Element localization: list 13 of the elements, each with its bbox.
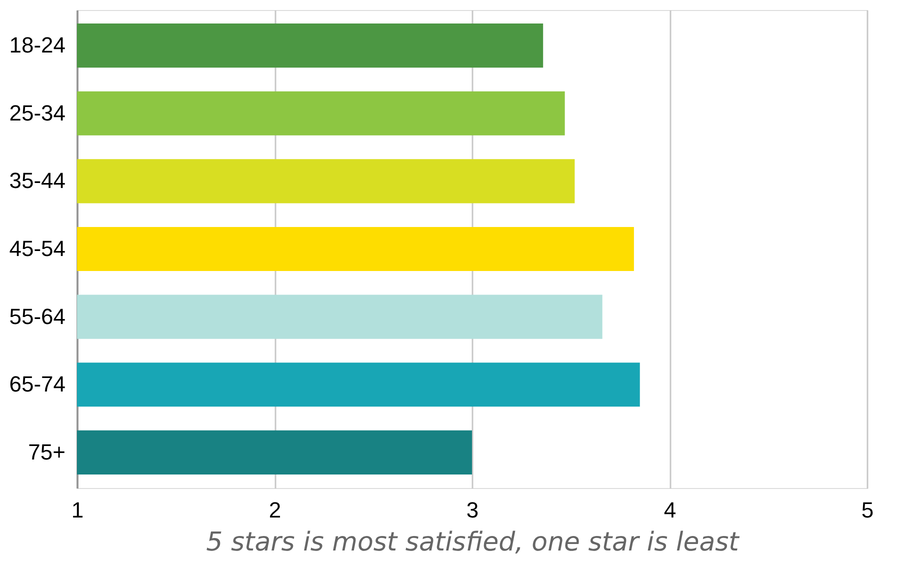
x-tick-label: 2 [268, 498, 282, 522]
y-tick-label: 55-64 [9, 304, 66, 329]
y-tick-label: 65-74 [9, 372, 66, 397]
x-tick-label: 4 [664, 498, 676, 522]
y-tick-label: 75+ [28, 439, 66, 464]
x-tick-label: 1 [71, 498, 84, 522]
x-tick-label: 5 [861, 498, 874, 522]
x-tick-label: 3 [466, 498, 479, 522]
x-axis-title: 5 stars is most satisfied, one star is least [206, 528, 740, 558]
y-tick-label: 18-24 [9, 32, 66, 58]
y-tick-label: 35-44 [9, 168, 66, 194]
y-tick-label: 25-34 [9, 100, 66, 126]
y-tick-label: 45-54 [9, 236, 66, 261]
